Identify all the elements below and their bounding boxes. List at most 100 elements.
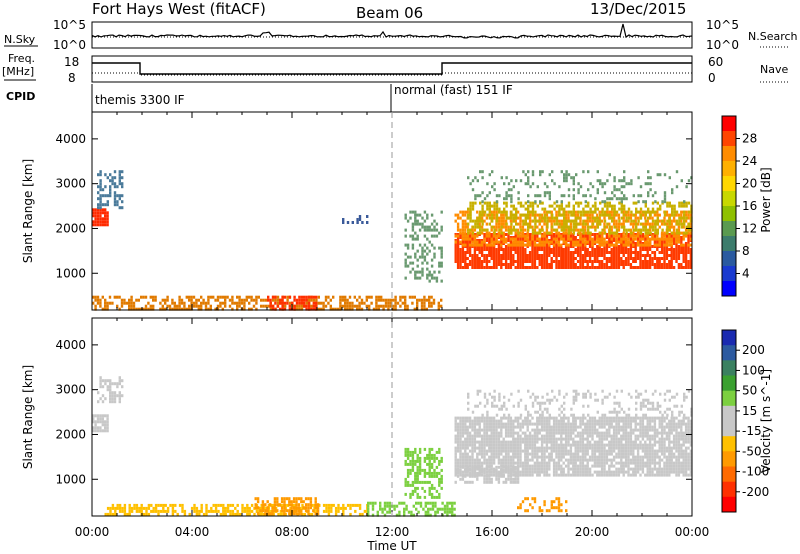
scatter-cell: [615, 251, 618, 254]
scatter-cell: [531, 237, 534, 241]
scatter-cell: [620, 204, 623, 208]
scatter-cell: [600, 470, 604, 474]
scatter-cell: [644, 200, 647, 204]
scatter-cell: [543, 240, 546, 244]
scatter-cell: [451, 513, 454, 517]
scatter-cell: [430, 447, 434, 451]
scatter-cell: [406, 474, 410, 478]
scatter-cell: [548, 219, 551, 223]
scatter-cell: [485, 458, 489, 462]
scatter-cell: [586, 248, 589, 251]
scatter-cell: [644, 239, 647, 242]
scatter-cell: [403, 507, 406, 511]
scatter-cell: [600, 443, 604, 447]
scatter-cell: [504, 470, 508, 474]
scatter-cell: [466, 251, 469, 254]
scatter-cell: [552, 443, 556, 447]
scatter-cell: [519, 455, 522, 459]
scatter-cell: [636, 239, 640, 242]
scatter-cell: [596, 257, 599, 260]
scatter-cell: [550, 231, 553, 235]
scatter-cell: [683, 231, 686, 235]
scatter-cell: [411, 453, 415, 457]
scatter-cell: [387, 298, 390, 302]
scatter-cell: [424, 513, 427, 517]
scatter-cell: [627, 182, 631, 186]
scatter-cell: [564, 446, 568, 450]
scatter-cell: [605, 236, 609, 239]
scatter-cell: [675, 231, 679, 235]
scatter-cell: [516, 425, 520, 429]
scatter-cell: [572, 455, 575, 459]
scatter-cell: [342, 503, 345, 507]
scatter-cell: [656, 257, 659, 260]
scatter-cell: [483, 257, 486, 260]
scatter-cell: [531, 201, 535, 205]
scatter-cell: [481, 213, 484, 217]
scatter-cell: [99, 185, 102, 189]
scatter-cell: [644, 263, 647, 266]
scatter-cell: [480, 464, 484, 468]
scatter-cell: [471, 225, 475, 229]
scatter-cell: [497, 425, 501, 429]
scatter-cell: [620, 197, 623, 201]
scatter-cell: [588, 455, 592, 459]
scatter-cell: [504, 251, 508, 254]
scatter-cell: [502, 440, 505, 444]
scatter-cell: [608, 458, 611, 462]
scatter-cell: [610, 257, 613, 260]
scatter-cell: [266, 512, 269, 516]
scatter-cell: [605, 416, 609, 420]
scatter-cell: [600, 219, 604, 223]
scatter-cell: [598, 458, 601, 462]
scatter-cell: [476, 222, 479, 226]
scatter-cell: [600, 243, 604, 247]
scatter-cell: [612, 266, 616, 269]
scatter-cell: [666, 225, 669, 229]
scatter-cell: [599, 179, 602, 183]
scatter-cell: [552, 470, 556, 474]
scatter-cell: [675, 170, 679, 174]
scatter-cell: [507, 248, 510, 251]
scatter-cell: [236, 301, 239, 305]
scatter-cell: [471, 263, 474, 266]
scatter-cell: [572, 222, 575, 226]
scatter-cell: [495, 446, 498, 450]
scatter-cell: [454, 416, 457, 420]
scatter-cell: [290, 506, 293, 510]
scatter-cell: [543, 437, 546, 441]
scatter-cell: [257, 295, 260, 299]
scatter-cell: [409, 468, 412, 472]
scatter-cell: [646, 266, 649, 269]
scatter-cell: [414, 252, 417, 256]
scatter-cell: [474, 176, 477, 180]
scatter-cell: [209, 307, 212, 311]
scatter-cell: [479, 201, 482, 205]
scatter-cell: [104, 220, 107, 224]
scatter-cell: [596, 188, 599, 192]
scatter-cell: [485, 437, 489, 441]
scatter-cell: [521, 248, 525, 251]
scatter-cell: [180, 307, 184, 311]
scatter-cell: [99, 173, 102, 177]
scatter-cell: [627, 237, 630, 241]
scatter-cell: [608, 213, 611, 217]
scatter-cell: [512, 185, 515, 189]
scatter-cell: [500, 248, 503, 251]
scatter-cell: [663, 242, 666, 245]
scatter-cell: [605, 458, 609, 462]
scatter-cell: [164, 307, 167, 311]
scatter-cell: [552, 251, 556, 254]
scatter-cell: [569, 458, 573, 462]
scatter-cell: [521, 419, 525, 423]
scatter-cell: [401, 301, 404, 305]
scatter-cell: [178, 298, 181, 302]
scatter-cell: [483, 236, 486, 239]
scatter-cell: [97, 173, 100, 177]
scatter-cell: [598, 254, 601, 257]
scatter-cell: [147, 307, 150, 311]
scatter-cell: [515, 207, 518, 211]
scatter-cell: [428, 273, 431, 277]
scatter-cell: [550, 239, 553, 242]
scatter-cell: [109, 379, 112, 383]
